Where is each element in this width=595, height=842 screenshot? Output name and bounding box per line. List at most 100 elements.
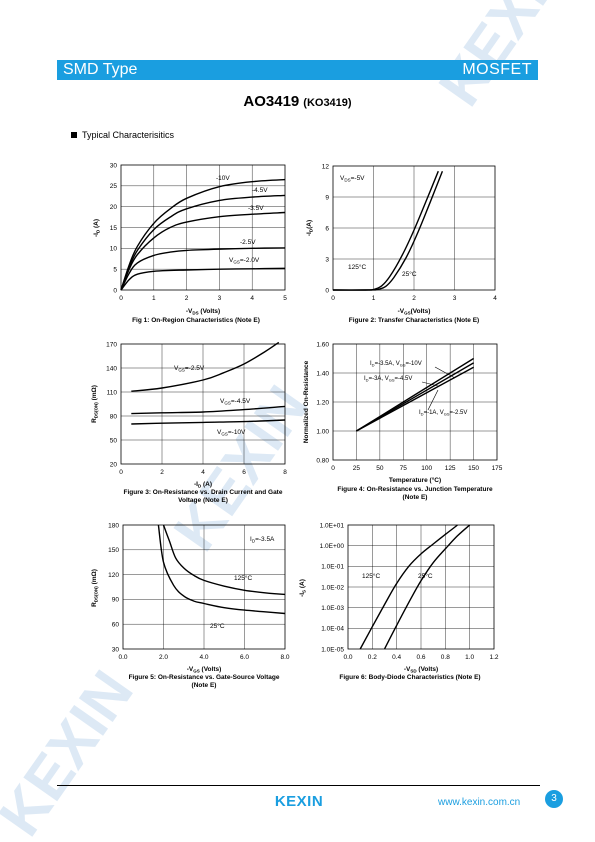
x-axis-label: -VGS (Volts) [187, 666, 222, 674]
series-label-10v: -10V [216, 175, 230, 182]
y-tick-label: 50 [110, 437, 118, 444]
y-tick-label: 20 [110, 461, 118, 468]
chart-caption-line1: Figure 3: On-Resistance vs. Drain Curren… [124, 489, 283, 496]
label-pointer [421, 381, 439, 387]
y-tick-label: 1.0E+01 [320, 522, 345, 529]
x-tick-label: 0 [331, 295, 335, 302]
grid [121, 344, 285, 464]
y-axis-label: -ID (A) [93, 219, 101, 237]
x-tick-label: 5 [283, 295, 287, 302]
chart-fig6: 0.0 0.2 0.4 0.6 0.8 1.0 1.2 1.0E-051.0E-041.0E… [299, 522, 499, 681]
y-tick-label: 10 [110, 246, 118, 253]
y-tick-label: 1.0E-02 [321, 584, 344, 591]
y-tick-label: 0.80 [316, 457, 329, 464]
y-tick-label: 0 [113, 287, 117, 294]
y-tick-label: 110 [107, 389, 118, 396]
y-tick-label: 6 [325, 225, 329, 232]
page-title: AO3419 (KO3419) [0, 93, 595, 111]
y-tick-label: 20 [110, 204, 118, 211]
curves [359, 524, 471, 650]
logo-text: KEXIN [275, 793, 323, 810]
x-tick-label: 150 [468, 465, 479, 472]
y-tick-label: 3 [325, 256, 329, 263]
series-curve [120, 267, 286, 291]
x-tick-label: 4 [250, 295, 254, 302]
bullet-square-icon [71, 132, 77, 138]
y-tick-label: 15 [110, 225, 118, 232]
y-tick-label: 140 [106, 365, 117, 372]
x-tick-label: 175 [492, 465, 503, 472]
y-tick-label: 1.60 [316, 341, 329, 348]
series-label-25c: 25°C [402, 270, 417, 278]
curves [356, 357, 474, 432]
y-ticks: 0 5 10 15 20 25 30 [110, 162, 118, 294]
series-curve [120, 194, 286, 291]
grid [333, 344, 497, 460]
chart-caption-line1: Figure 4: On-Resistance vs. Junction Tem… [337, 486, 493, 493]
x-ticks: 0 1 2 3 4 [331, 295, 497, 302]
x-tick-label: 125 [445, 465, 456, 472]
y-tick-label: 25 [110, 183, 118, 190]
series-curve [131, 419, 286, 425]
x-tick-label: 0 [119, 295, 123, 302]
y-tick-label: 1.0E+00 [320, 543, 345, 550]
x-ticks: 0 25 50 75 100 125 150 175 [331, 465, 503, 472]
y-tick-label: 1.40 [316, 370, 329, 377]
series-label-10v: VGS=-10V [217, 429, 246, 437]
chart-caption: Figure 2: Transfer Characteristics (Note… [349, 317, 479, 324]
x-tick-label: 1.0 [465, 654, 474, 661]
x-tick-label: 0 [331, 465, 335, 472]
chart-caption-line2: Voltage (Note E) [178, 497, 228, 504]
x-tick-label: 1.2 [489, 654, 498, 661]
x-tick-label: 4 [493, 295, 497, 302]
y-tick-label: 1.0E-04 [321, 626, 344, 633]
series-curve [332, 170, 439, 291]
x-axis-label: Temperature (°C) [389, 476, 441, 484]
x-tick-label: 0.4 [392, 654, 401, 661]
chart-fig5: 0.0 2.0 4.0 6.0 8.0 30 60 90 120 150 180 -VGS (Vo… [91, 522, 290, 689]
header-bar: SMD Type MOSFET [57, 60, 538, 80]
x-tick-label: 2.0 [159, 654, 168, 661]
x-tick-label: 8 [283, 469, 287, 476]
x-ticks: 0 1 2 3 4 5 [119, 295, 287, 302]
footer-url[interactable]: www.kexin.com.cn [438, 797, 521, 808]
series-label-3p5v: -3.5V [248, 205, 264, 212]
curves [120, 178, 286, 291]
x-tick-label: 2 [160, 469, 164, 476]
x-tick-label: 4 [201, 469, 205, 476]
y-axis-label: -ID(A) [306, 220, 314, 236]
y-ticks: 1.0E-05 1.0E-04 1.0E-03 1.0E-02 1.0E-01 1.0E+… [320, 522, 345, 653]
x-axis-label: -VGS(Volts) [398, 308, 431, 316]
y-tick-label: 120 [108, 572, 119, 579]
grid [123, 525, 285, 649]
x-tick-label: 6 [242, 469, 246, 476]
y-tick-label: 30 [110, 162, 118, 169]
series-label-125c: 125°C [234, 574, 252, 582]
chart-fig3: 0 2 4 6 8 20 50 80 110 140 170 -ID (A) RDS(ON) (m… [91, 341, 287, 504]
x-tick-label: 3 [453, 295, 457, 302]
series-curve [120, 247, 286, 291]
y-tick-label: 90 [112, 597, 120, 604]
y-tick-label: 150 [108, 547, 119, 554]
x-tick-label: 75 [400, 465, 408, 472]
series-label-b: ID=-3A, VGS=-4.5V [364, 376, 412, 383]
y-tick-label: 170 [106, 341, 117, 348]
x-axis-label: -ID (A) [194, 481, 212, 489]
y-axis-label: -IS (A) [299, 579, 307, 597]
x-axis-label: -VSD (Volts) [404, 666, 438, 674]
x-tick-label: 1 [372, 295, 376, 302]
part-number: AO3419 [243, 93, 300, 110]
series-label-2v: VGS=-2.0V [229, 257, 260, 265]
y-axis-label: RDS(ON) (mΩ) [91, 569, 99, 607]
y-tick-label: 1.0E-03 [321, 605, 344, 612]
chart-caption-line2: (Note E) [403, 494, 428, 501]
x-tick-label: 50 [376, 465, 384, 472]
series-curve [162, 524, 286, 596]
x-tick-label: 25 [353, 465, 361, 472]
y-ticks: 30 60 90 120 150 180 [108, 522, 119, 653]
series-curve [356, 366, 474, 432]
section-title: Typical Characterisitics [82, 130, 175, 140]
x-ticks: 0 2 4 6 8 [119, 469, 287, 476]
y-tick-label: 1.0E-01 [321, 564, 344, 571]
